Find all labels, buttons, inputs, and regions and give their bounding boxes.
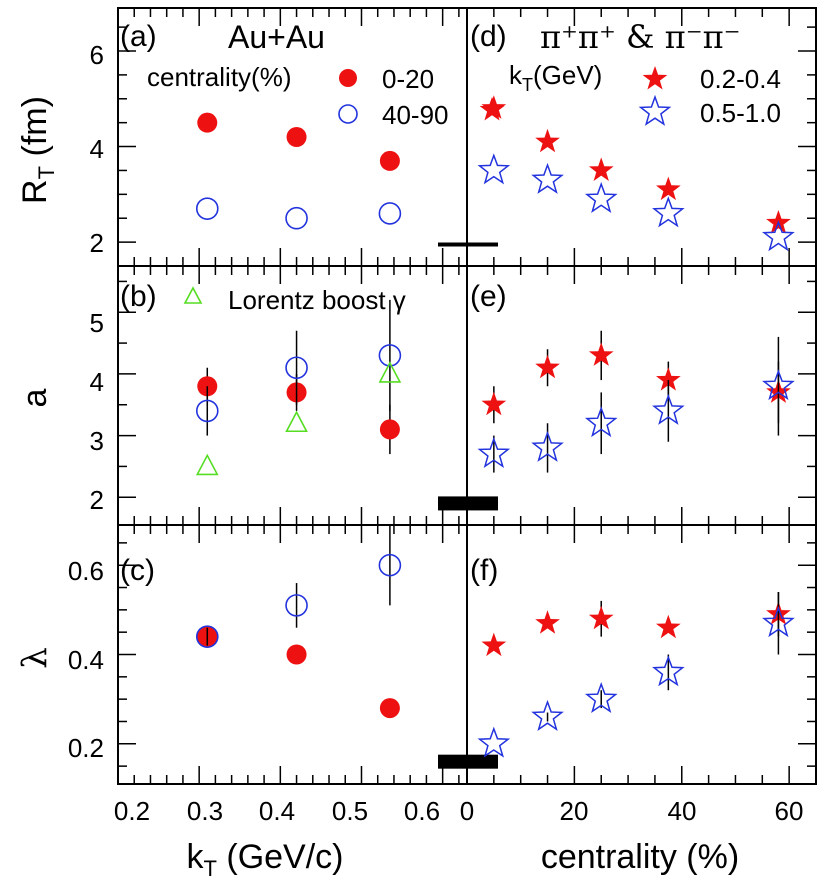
x-tick-kt-1: 0.3 (187, 796, 223, 826)
y-tick-b-1: 3 (90, 426, 104, 456)
data-point-b-40-90-2 (378, 344, 402, 367)
data-point-f-0-2-0-4-3 (656, 614, 681, 639)
data-point-f-0-2-0-4-0 (481, 632, 507, 657)
data-point-d-0-5-1-0-3 (652, 196, 685, 228)
y-tick-a-0: 2 (90, 228, 104, 258)
data-point-f-0-5-1-0-0 (477, 726, 511, 758)
legend-marker-40-90 (338, 104, 358, 124)
data-point-e-0-5-1-0-3 (652, 393, 685, 425)
data-point-c-40-90-1 (285, 594, 308, 617)
data-point-d-0-2-0-4-2 (588, 157, 614, 181)
x-tick-kt-2: 0.4 (259, 796, 295, 826)
data-point-d-0-2-0-4-3 (656, 176, 681, 201)
legend-marker-lorentz-triangle (183, 286, 203, 304)
data-point-c-40-90-2 (378, 553, 402, 577)
y-tick-b-0: 2 (90, 485, 104, 515)
legend-label-0-20: 0-20 (382, 64, 434, 94)
data-point-a-40-90-0 (195, 197, 219, 220)
y-tick-b-3: 5 (90, 308, 104, 338)
y-tick-a-2: 6 (90, 40, 104, 70)
title-pion-pairs: π⁺π⁺ & π⁻π⁻ (540, 18, 741, 56)
data-point-f-0-5-1-0-4 (762, 606, 795, 638)
data-point-a-40-90-1 (285, 206, 308, 230)
data-point-d-0-5-1-0-4 (762, 220, 795, 252)
data-point-e-0-2-0-4-0 (481, 391, 507, 416)
data-point-c-40-90-0 (195, 625, 219, 648)
x-tick-kt-3: 0.5 (332, 796, 368, 826)
data-point-e-0-2-0-4-1 (535, 354, 560, 379)
data-point-e-0-5-1-0-1 (531, 430, 564, 462)
x-tick-kt-4: 0.6 (404, 796, 440, 826)
y-axis-label-lambda: λ (15, 647, 55, 669)
data-point-e-0-5-1-0-0 (477, 436, 511, 468)
legend-header-centrality: centrality(%) (147, 62, 291, 92)
y-tick-b-2: 4 (90, 367, 104, 397)
data-point-a-0-20-0 (197, 112, 218, 133)
y-tick-c-2: 0.6 (68, 556, 104, 586)
x-tick-kt-0: 0.2 (114, 796, 150, 826)
panel-label-b: (b) (120, 280, 157, 313)
legend-star-markers (479, 66, 672, 126)
data-point-d-0-5-1-0-1 (531, 162, 564, 194)
data-point-c-0-20-2 (379, 698, 400, 719)
data-point-f-0-5-1-0-3 (652, 655, 685, 687)
panel-label-e: (e) (470, 280, 507, 313)
y-tick-a-1: 4 (90, 134, 104, 164)
data-point-e-0-5-1-0-2 (584, 406, 618, 438)
data-point-b-lorentz-boost--0 (195, 453, 219, 476)
data-point-e-0-2-0-4-3 (656, 367, 681, 391)
legend-label-lorentz: Lorentz boost γ (228, 285, 406, 315)
legend-label-40-90: 40-90 (382, 100, 449, 130)
legend-marker-star-open (638, 94, 672, 126)
data-point-a-0-20-1 (286, 127, 307, 147)
data-point-c-0-20-1 (286, 644, 307, 665)
panel-label-d: (d) (470, 20, 507, 53)
data-point-b-lorentz-boost--1 (285, 410, 308, 433)
title-au-au: Au+Au (228, 19, 325, 55)
panel-label-f: (f) (470, 554, 498, 587)
data-point-a-40-90-2 (378, 202, 402, 225)
systematic-bar-a (438, 242, 498, 247)
legend-marker-0-20 (339, 69, 357, 87)
x-tick-cent-0: 0 (460, 796, 474, 826)
x-axis-label-kt: kT (GeV/c) (186, 838, 343, 881)
data-point-f-0-5-1-0-1 (531, 699, 564, 731)
data-point-b-lorentz-boost--2 (378, 361, 402, 383)
data-point-d-0-5-1-0-0 (477, 153, 511, 185)
y-tick-c-1: 0.4 (68, 645, 104, 675)
panel-label-a: (a) (120, 20, 157, 53)
x-tick-cent-2: 40 (668, 796, 697, 826)
data-point-a-0-20-2 (379, 150, 400, 171)
x-axis-label-centrality: centrality (%) (541, 838, 739, 876)
data-point-b-40-90-0 (195, 399, 219, 423)
x-tick-cent-1: 20 (560, 796, 589, 826)
panel-label-c: (c) (120, 554, 155, 587)
legend-marker-star-filled-left (479, 97, 505, 121)
y-tick-c-0: 0.2 (68, 733, 104, 763)
data-point-e-0-5-1-0-4 (762, 369, 795, 401)
data-point-f-0-2-0-4-2 (588, 605, 614, 630)
systematic-bar-b (438, 496, 498, 511)
data-point-d-0-5-1-0-2 (584, 181, 618, 213)
legend-label-kt-low: 0.2-0.4 (700, 64, 781, 94)
systematic-bar-c (438, 754, 498, 769)
y-axis-label-a: a (16, 388, 54, 407)
legend-label-kt-high: 0.5-1.0 (700, 98, 781, 128)
y-axis-label-rt: RT (fm) (16, 96, 59, 204)
data-point-f-0-5-1-0-2 (584, 682, 618, 714)
legend-marker-star-filled (642, 66, 668, 90)
data-point-d-0-2-0-4-1 (535, 128, 560, 153)
data-point-e-0-2-0-4-2 (588, 342, 614, 366)
data-point-b-40-90-1 (285, 356, 308, 380)
axis-ticks (117, 8, 817, 784)
x-tick-cent-3: 60 (775, 796, 804, 826)
data-marks (195, 95, 795, 769)
data-point-f-0-2-0-4-1 (535, 610, 560, 634)
legend-header-kt: kT(GeV) (509, 60, 602, 95)
data-point-b-0-20-2 (379, 419, 400, 440)
